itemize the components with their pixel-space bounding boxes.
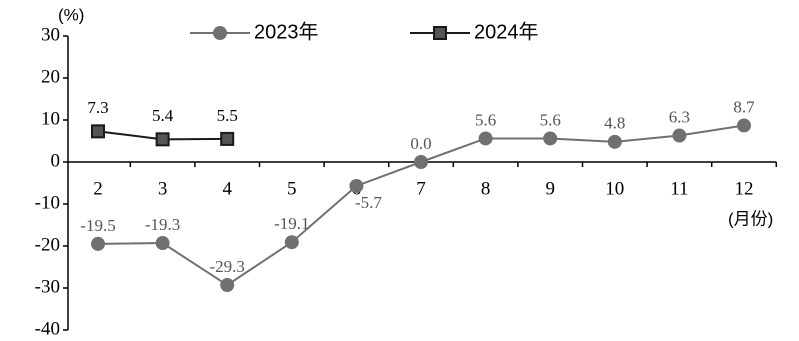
x-tick-label: 2	[93, 178, 103, 199]
y-tick-label: -40	[35, 318, 60, 339]
x-tick-label: 3	[158, 178, 168, 199]
value-label: 8.7	[733, 97, 755, 116]
point	[220, 131, 235, 146]
y-tick-label: 0	[51, 150, 61, 171]
x-tick-label: 11	[670, 178, 688, 199]
point	[91, 236, 105, 251]
point	[543, 131, 558, 146]
point	[284, 235, 299, 250]
y-tick-label: -20	[35, 234, 60, 255]
x-tick-label: 4	[222, 178, 232, 199]
value-label: 0.0	[410, 134, 431, 153]
value-label: 5.6	[540, 110, 561, 129]
point	[155, 236, 170, 251]
point	[349, 178, 364, 193]
value-label: 5.6	[475, 110, 496, 129]
y-tick-label: 10	[41, 108, 60, 129]
point	[672, 128, 687, 143]
point	[220, 278, 235, 293]
point	[91, 124, 105, 139]
y-tick-label: -10	[35, 192, 60, 213]
x-tick-label: 8	[481, 178, 491, 199]
legend-marker	[213, 26, 227, 40]
value-label: -19.1	[274, 214, 309, 233]
x-tick-label: 12	[735, 178, 754, 199]
x-tick-label: 9	[545, 178, 555, 199]
value-label: -5.7	[355, 193, 382, 212]
y-tick-label: -30	[35, 276, 60, 297]
x-tick-label: 10	[605, 178, 624, 199]
value-label: 5.5	[217, 106, 238, 125]
point	[737, 118, 751, 133]
value-label: 6.3	[669, 107, 690, 126]
legend-text: 2024年	[474, 20, 539, 43]
value-label: -19.3	[145, 215, 180, 234]
y-tick-label: 30	[41, 24, 60, 45]
value-label: 4.8	[604, 114, 625, 133]
point	[607, 134, 622, 149]
point	[478, 131, 493, 146]
x-tick-label: 7	[416, 178, 426, 199]
y-unit: (%)	[58, 5, 84, 24]
x-tick-label: 5	[287, 178, 297, 199]
value-label: -19.5	[80, 216, 115, 235]
value-label: 7.3	[87, 98, 108, 117]
y-tick-label: 20	[41, 66, 60, 87]
x-unit: (月份)	[728, 209, 773, 228]
point	[155, 132, 170, 147]
point	[414, 155, 428, 169]
legend-marker	[433, 26, 447, 40]
value-label: 5.4	[152, 106, 174, 125]
value-label: -29.3	[209, 257, 244, 276]
legend-text: 2023年	[254, 20, 319, 43]
